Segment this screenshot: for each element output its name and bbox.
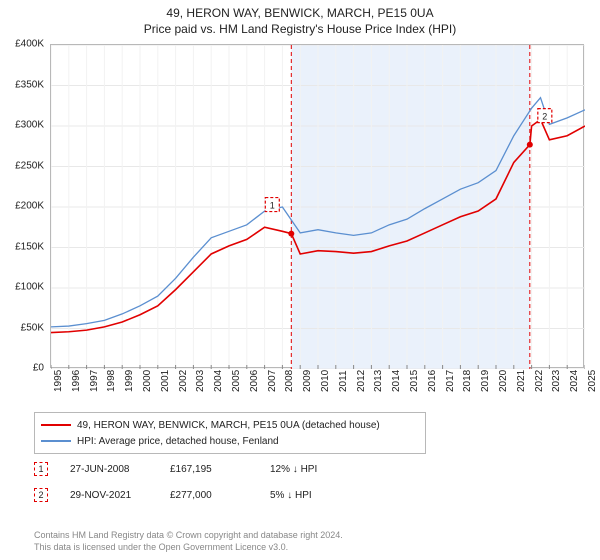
marker-box-1: 1 bbox=[34, 462, 48, 476]
marker-2-date: 29-NOV-2021 bbox=[70, 490, 170, 501]
x-tick-label: 2000 bbox=[142, 370, 153, 392]
marker-2-delta: 5% ↓ HPI bbox=[270, 490, 370, 501]
svg-text:2: 2 bbox=[542, 112, 547, 122]
x-tick-label: 2002 bbox=[178, 370, 189, 392]
legend-row: 49, HERON WAY, BENWICK, MARCH, PE15 0UA … bbox=[41, 417, 419, 433]
y-tick-label: £350K bbox=[15, 79, 44, 90]
chart-title: 49, HERON WAY, BENWICK, MARCH, PE15 0UA bbox=[0, 6, 600, 20]
chart-container: 49, HERON WAY, BENWICK, MARCH, PE15 0UA … bbox=[0, 0, 600, 560]
x-tick-label: 2012 bbox=[356, 370, 367, 392]
y-tick-label: £50K bbox=[21, 322, 44, 333]
x-tick-label: 2016 bbox=[427, 370, 438, 392]
x-tick-label: 2006 bbox=[249, 370, 260, 392]
x-tick-label: 1999 bbox=[124, 370, 135, 392]
marker-box-2: 2 bbox=[34, 488, 48, 502]
y-tick-label: £0 bbox=[33, 363, 44, 374]
chart-plot-area: 12 bbox=[50, 44, 584, 368]
title-area: 49, HERON WAY, BENWICK, MARCH, PE15 0UA … bbox=[0, 0, 600, 36]
x-tick-label: 1996 bbox=[71, 370, 82, 392]
legend-swatch bbox=[41, 424, 71, 426]
x-tick-label: 2022 bbox=[534, 370, 545, 392]
y-tick-label: £100K bbox=[15, 282, 44, 293]
marker-1-date: 27-JUN-2008 bbox=[70, 464, 170, 475]
y-axis-labels: £0£50K£100K£150K£200K£250K£300K£350K£400… bbox=[0, 44, 48, 368]
legend-row: HPI: Average price, detached house, Fenl… bbox=[41, 433, 419, 449]
x-tick-label: 2024 bbox=[569, 370, 580, 392]
chart-subtitle: Price paid vs. HM Land Registry's House … bbox=[0, 22, 600, 36]
x-tick-label: 2023 bbox=[551, 370, 562, 392]
x-tick-label: 1995 bbox=[53, 370, 64, 392]
x-tick-label: 2014 bbox=[391, 370, 402, 392]
x-tick-label: 2007 bbox=[267, 370, 278, 392]
x-tick-label: 2005 bbox=[231, 370, 242, 392]
marker-row-1: 1 27-JUN-2008 £167,195 12% ↓ HPI bbox=[34, 462, 370, 476]
x-tick-label: 2021 bbox=[516, 370, 527, 392]
marker-row-2: 2 29-NOV-2021 £277,000 5% ↓ HPI bbox=[34, 488, 370, 502]
y-tick-label: £200K bbox=[15, 201, 44, 212]
x-tick-label: 2001 bbox=[160, 370, 171, 392]
svg-text:1: 1 bbox=[270, 201, 275, 211]
footer-line-1: Contains HM Land Registry data © Crown c… bbox=[34, 529, 343, 542]
x-tick-label: 2018 bbox=[462, 370, 473, 392]
x-tick-label: 1997 bbox=[89, 370, 100, 392]
x-tick-label: 1998 bbox=[106, 370, 117, 392]
x-tick-label: 2009 bbox=[302, 370, 313, 392]
x-tick-label: 2020 bbox=[498, 370, 509, 392]
y-tick-label: £400K bbox=[15, 39, 44, 50]
marker-1-delta: 12% ↓ HPI bbox=[270, 464, 370, 475]
x-tick-label: 2011 bbox=[338, 370, 349, 392]
x-tick-label: 2003 bbox=[195, 370, 206, 392]
x-tick-label: 2004 bbox=[213, 370, 224, 392]
x-tick-label: 2013 bbox=[373, 370, 384, 392]
footer-text: Contains HM Land Registry data © Crown c… bbox=[34, 529, 343, 554]
y-tick-label: £150K bbox=[15, 241, 44, 252]
x-tick-label: 2017 bbox=[445, 370, 456, 392]
x-axis-labels: 1995 1996 1997 1998 1999 2000 2001 2002 2003 2004… bbox=[50, 368, 584, 408]
x-tick-label: 2025 bbox=[587, 370, 598, 392]
footer-line-2: This data is licensed under the Open Gov… bbox=[34, 541, 343, 554]
x-tick-label: 2019 bbox=[480, 370, 491, 392]
x-tick-label: 2008 bbox=[284, 370, 295, 392]
marker-2-price: £277,000 bbox=[170, 490, 270, 501]
x-tick-label: 2010 bbox=[320, 370, 331, 392]
y-tick-label: £250K bbox=[15, 160, 44, 171]
legend-swatch bbox=[41, 440, 71, 441]
legend-label: HPI: Average price, detached house, Fenl… bbox=[77, 436, 279, 447]
legend-label: 49, HERON WAY, BENWICK, MARCH, PE15 0UA … bbox=[77, 420, 380, 431]
y-tick-label: £300K bbox=[15, 120, 44, 131]
x-tick-label: 2015 bbox=[409, 370, 420, 392]
legend-box: 49, HERON WAY, BENWICK, MARCH, PE15 0UA … bbox=[34, 412, 426, 454]
marker-1-price: £167,195 bbox=[170, 464, 270, 475]
chart-svg: 12 bbox=[51, 45, 585, 369]
